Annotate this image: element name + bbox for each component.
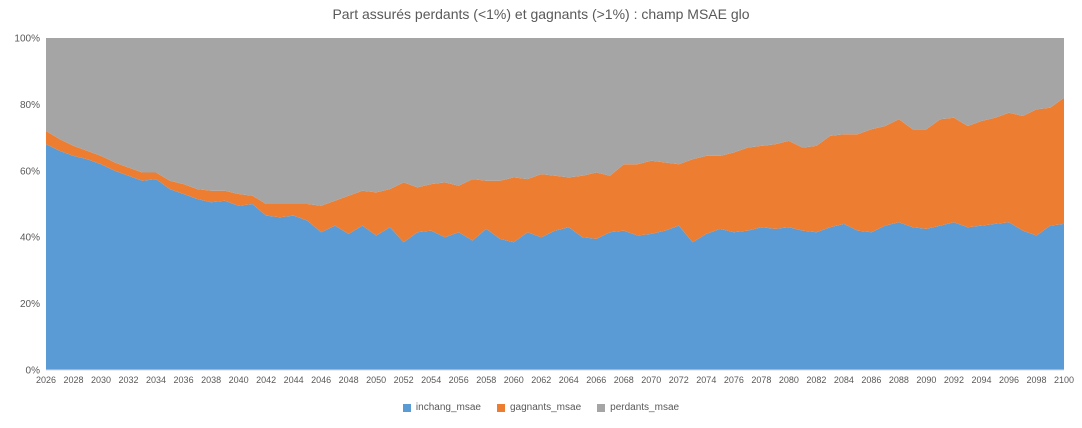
x-axis-label: 2082 — [806, 375, 826, 385]
legend-item-inchang-msae: inchang_msae — [402, 402, 481, 413]
x-axis-label: 2042 — [256, 375, 276, 385]
x-axis-label: 2068 — [614, 375, 634, 385]
x-axis-label: 2100 — [1054, 375, 1074, 385]
x-axis-label: 2090 — [916, 375, 936, 385]
x-axis-label: 2062 — [531, 375, 551, 385]
legend-item-perdants-msae: perdants_msae — [597, 402, 679, 413]
x-axis-label: 2040 — [229, 375, 249, 385]
legend-label-gagnants-msae: gagnants_msae — [509, 402, 582, 413]
x-axis-label: 2078 — [751, 375, 771, 385]
x-axis-label: 2072 — [669, 375, 689, 385]
x-axis-label: 2064 — [559, 375, 579, 385]
x-axis-label: 2096 — [999, 375, 1019, 385]
x-axis-label: 2048 — [339, 375, 359, 385]
x-axis-label: 2056 — [449, 375, 469, 385]
x-axis-label: 2094 — [971, 375, 991, 385]
x-axis-label: 2088 — [889, 375, 909, 385]
x-axis-label: 2098 — [1026, 375, 1046, 385]
x-axis-label: 2060 — [504, 375, 524, 385]
x-axis-label: 2086 — [861, 375, 881, 385]
x-axis-label: 2092 — [944, 375, 964, 385]
x-axis-label: 2036 — [174, 375, 194, 385]
y-axis-label: 0% — [26, 366, 41, 377]
x-axis-label: 2032 — [119, 375, 139, 385]
area-inchang_msae — [46, 144, 1064, 370]
x-axis-label: 2084 — [834, 375, 854, 385]
legend-item-gagnants-msae: gagnants_msae — [496, 402, 582, 413]
x-axis-label: 2046 — [311, 375, 331, 385]
x-axis-label: 2074 — [696, 375, 716, 385]
y-axis-label: 40% — [20, 233, 40, 244]
legend-swatch-perdants-msae — [597, 403, 606, 412]
x-axis-label: 2052 — [394, 375, 414, 385]
x-axis-label: 2044 — [284, 375, 304, 385]
x-axis-label: 2026 — [36, 375, 56, 385]
x-axis-label: 2050 — [366, 375, 386, 385]
x-axis-label: 2070 — [641, 375, 661, 385]
legend-swatch-gagnants-msae — [496, 403, 505, 412]
y-axis-label: 80% — [20, 100, 40, 111]
legend-swatch-inchang-msae — [402, 403, 411, 412]
x-axis-label: 2054 — [421, 375, 441, 385]
y-axis-label: 60% — [20, 166, 40, 177]
x-axis-label: 2034 — [146, 375, 166, 385]
area-gagnants_msae — [46, 97, 1064, 243]
legend-label-perdants-msae: perdants_msae — [610, 402, 680, 413]
x-axis-label: 2028 — [63, 375, 83, 385]
x-axis-label: 2066 — [586, 375, 606, 385]
x-axis-label: 2058 — [476, 375, 496, 385]
y-axis-label: 20% — [20, 299, 40, 310]
legend-label-inchang-msae: inchang_msae — [415, 402, 481, 413]
area-perdants_msae — [46, 38, 1064, 206]
chart-legend: inchang_msae gagnants_msae perdants_msae — [0, 402, 1082, 413]
x-axis-label: 2038 — [201, 375, 221, 385]
x-axis-label: 2030 — [91, 375, 111, 385]
chart-title: Part assurés perdants (<1%) et gagnants … — [332, 6, 750, 22]
x-axis-label: 2076 — [724, 375, 744, 385]
y-axis-label: 100% — [14, 34, 40, 45]
x-axis-label: 2080 — [779, 375, 799, 385]
